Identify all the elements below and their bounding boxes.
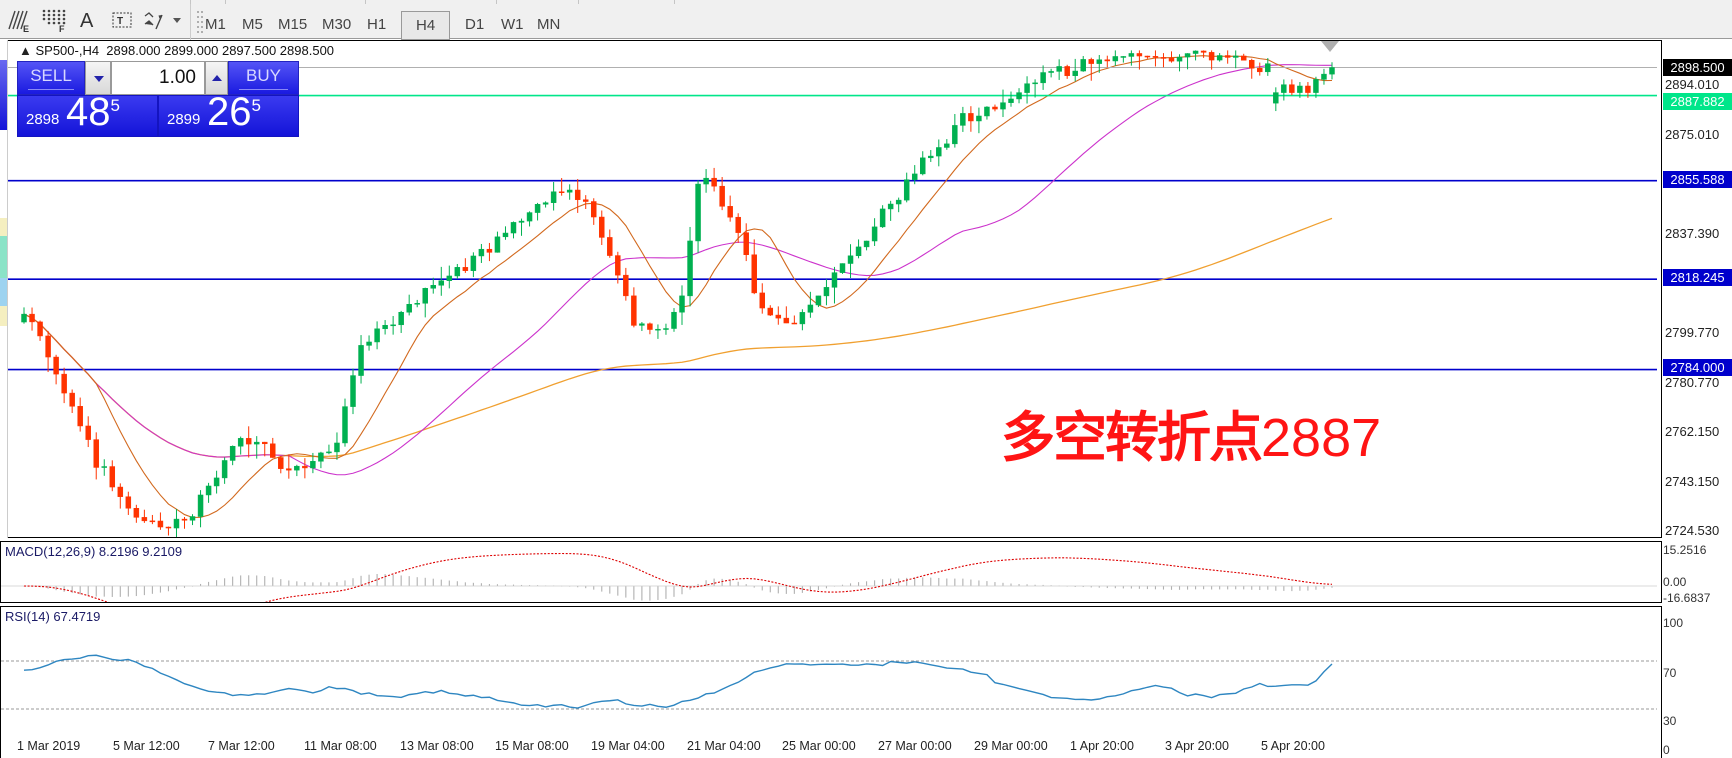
svg-text:E: E (23, 24, 29, 33)
svg-text:F: F (59, 24, 65, 33)
svg-text:T: T (117, 16, 123, 27)
